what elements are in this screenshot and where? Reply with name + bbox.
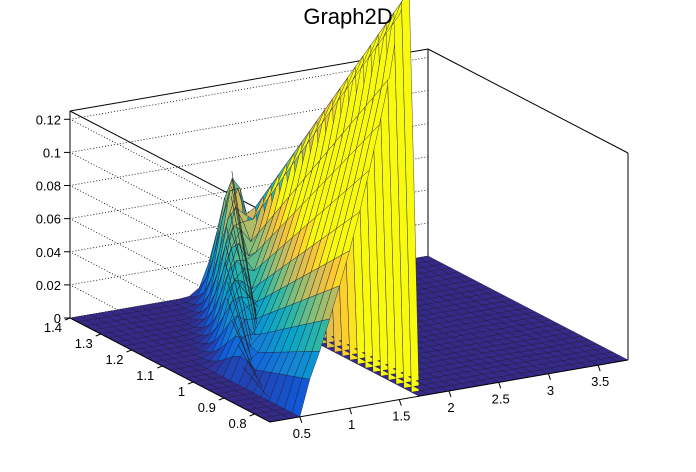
y-tick-label: 0.9	[198, 400, 216, 415]
y-tick	[157, 365, 163, 369]
surface-mesh	[69, 0, 629, 423]
x-tick-label: 2.5	[492, 391, 510, 406]
y-tick-label: 1	[178, 384, 185, 399]
y-tick	[126, 349, 132, 353]
box-top-right-edge	[427, 48, 629, 154]
y-tick	[218, 397, 225, 401]
x-tick-label: 0.5	[293, 426, 311, 441]
y-tick-label: 1.3	[75, 336, 93, 351]
x-tick	[597, 365, 601, 372]
y-tick-label: 1.2	[105, 352, 123, 367]
y-tick-label: 1.1	[136, 368, 154, 383]
z-tick-label: 0.12	[36, 112, 61, 127]
y-tick	[249, 413, 255, 417]
y-axis-line	[69, 317, 271, 423]
x-tick-label: 3.5	[591, 374, 609, 389]
ridge-spike	[231, 186, 257, 316]
z-tick-label: 0	[54, 311, 61, 326]
ridge-spike	[225, 262, 251, 354]
x-tick	[349, 408, 353, 415]
ridge-spike	[230, 196, 257, 329]
y-tick	[64, 317, 71, 321]
ridge-spike	[237, 344, 263, 388]
x-tick-label: 1	[348, 417, 355, 432]
ridge-spike	[233, 277, 259, 307]
ridge-spike	[243, 367, 269, 397]
z-tick-label: 0.04	[36, 245, 61, 260]
y-tick-label: 1.4	[44, 320, 62, 335]
ridge-spike	[230, 212, 256, 336]
z-tick-label: 0.1	[43, 145, 61, 160]
x-tick	[398, 399, 402, 406]
x-tick-label: 3	[547, 383, 554, 398]
y-tick	[95, 333, 101, 337]
chart-title: Graph2D	[303, 4, 393, 29]
ridge-spike	[227, 281, 253, 362]
y-tick-label: 0.8	[229, 416, 247, 431]
ridge-spike	[231, 232, 257, 312]
x-tick	[547, 373, 551, 380]
ridge-peaks	[225, 171, 269, 397]
z-tick-label: 0.02	[36, 278, 61, 293]
x-tick	[448, 390, 452, 398]
y-tick	[187, 381, 194, 385]
ridge-spike	[225, 245, 251, 347]
x-tick-label: 2	[447, 400, 454, 415]
z-tick-label: 0.06	[36, 212, 61, 227]
axes: 0 0.02 0.04 0.06 0.08 0.1 0.12 0.8 0.9 1 1.1 1.2 1.3…	[36, 111, 629, 441]
x-tick	[498, 382, 502, 389]
z-tick-label: 0.08	[36, 179, 61, 194]
x-tick	[299, 416, 303, 423]
x-tick-label: 1.5	[392, 409, 410, 424]
ridge-spike	[232, 321, 258, 378]
ridge-spike	[226, 298, 252, 368]
